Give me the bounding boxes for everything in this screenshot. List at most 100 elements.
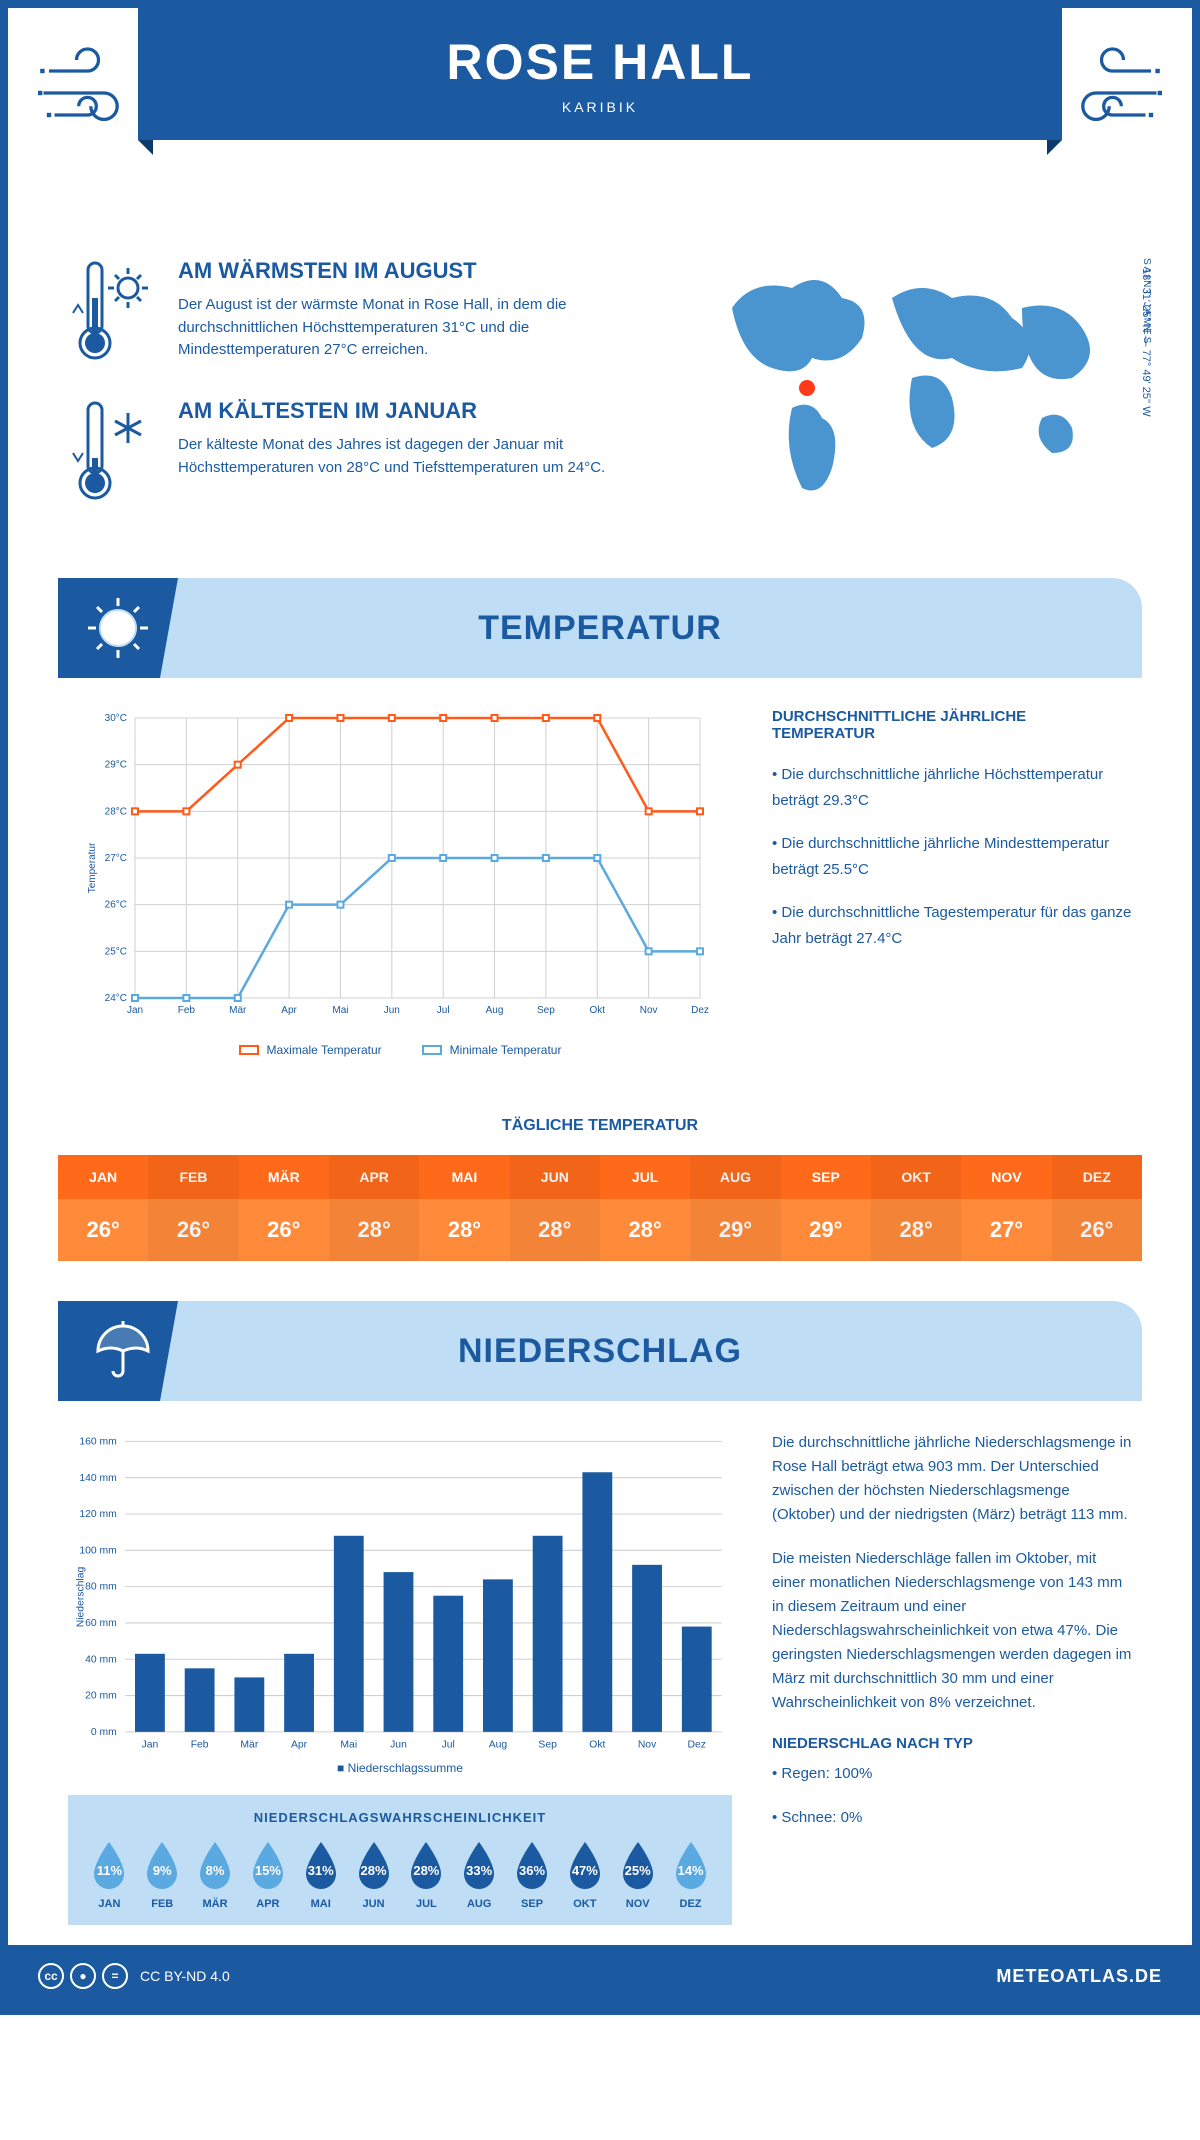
world-map: SAINT JAMES 18° 31' 25'' N — 77° 49' 25'…	[692, 258, 1132, 538]
precip-legend: ■ Niederschlagssumme	[68, 1761, 732, 1775]
precip-type-bullet: • Schnee: 0%	[772, 1806, 1132, 1830]
svg-text:Okt: Okt	[589, 1005, 605, 1016]
prob-cell: 36% SEP	[506, 1840, 559, 1910]
svg-text:Dez: Dez	[688, 1739, 706, 1750]
prob-month: MÄR	[189, 1898, 242, 1910]
svg-text:Aug: Aug	[486, 1005, 504, 1016]
drop-icon: 36%	[511, 1840, 553, 1892]
svg-text:Sep: Sep	[537, 1005, 555, 1016]
svg-text:Feb: Feb	[178, 1005, 196, 1016]
prob-month: AUG	[453, 1898, 506, 1910]
prob-month: MAI	[294, 1898, 347, 1910]
svg-text:Apr: Apr	[281, 1005, 297, 1016]
wind-icon	[38, 38, 148, 148]
temp-info-title: DURCHSCHNITTLICHE JÄHRLICHE TEMPERATUR	[772, 708, 1132, 742]
prob-cell: 33% AUG	[453, 1840, 506, 1910]
coords-label: 18° 31' 25'' N — 77° 49' 25'' W	[1140, 268, 1152, 417]
info-row: AM WÄRMSTEN IM AUGUST Der August ist der…	[8, 228, 1192, 568]
drop-icon: 28%	[353, 1840, 395, 1892]
table-header: DEZ	[1052, 1155, 1142, 1199]
svg-text:Jan: Jan	[142, 1739, 159, 1750]
svg-text:Okt: Okt	[589, 1739, 605, 1750]
temp-bullet: • Die durchschnittliche jährliche Mindes…	[772, 831, 1132, 882]
prob-cell: 11% JAN	[83, 1840, 136, 1910]
svg-text:Niederschlag: Niederschlag	[76, 1567, 87, 1628]
prob-cell: 9% FEB	[136, 1840, 189, 1910]
table-cell: 28°	[871, 1199, 961, 1261]
svg-text:Mär: Mär	[229, 1005, 247, 1016]
svg-text:30°C: 30°C	[105, 713, 127, 724]
precip-bar-chart: 0 mm20 mm40 mm60 mm80 mm100 mm120 mm140 …	[68, 1431, 732, 1751]
svg-text:Jul: Jul	[442, 1739, 455, 1750]
svg-text:80 mm: 80 mm	[85, 1582, 117, 1593]
temp-chart-box: 24°C25°C26°C27°C28°C29°C30°CJanFebMärApr…	[68, 708, 732, 1057]
svg-text:Jun: Jun	[390, 1739, 407, 1750]
table-header: JUL	[600, 1155, 690, 1199]
table-cell: 26°	[1052, 1199, 1142, 1261]
svg-text:160 mm: 160 mm	[79, 1436, 116, 1447]
svg-text:28°C: 28°C	[105, 806, 127, 817]
drop-icon: 33%	[458, 1840, 500, 1892]
table-cell: 28°	[419, 1199, 509, 1261]
precip-info: Die durchschnittliche jährliche Niedersc…	[772, 1431, 1132, 1925]
drop-icon: 25%	[617, 1840, 659, 1892]
prob-box: NIEDERSCHLAGSWAHRSCHEINLICHKEIT 11% JAN …	[68, 1795, 732, 1925]
by-icon: ●	[70, 1963, 96, 1989]
svg-text:Nov: Nov	[638, 1739, 657, 1750]
cc-icon: cc	[38, 1963, 64, 1989]
svg-text:Feb: Feb	[191, 1739, 209, 1750]
warmest-title: AM WÄRMSTEN IM AUGUST	[178, 258, 652, 284]
svg-text:60 mm: 60 mm	[85, 1618, 117, 1629]
table-cell: 28°	[600, 1199, 690, 1261]
svg-text:24°C: 24°C	[105, 993, 127, 1004]
coldest-text: Der kälteste Monat des Jahres ist dagege…	[178, 434, 652, 479]
svg-text:Mai: Mai	[332, 1005, 348, 1016]
svg-text:27°C: 27°C	[105, 853, 127, 864]
temp-section: 24°C25°C26°C27°C28°C29°C30°CJanFebMärApr…	[8, 678, 1192, 1087]
drop-icon: 47%	[564, 1840, 606, 1892]
svg-text:Nov: Nov	[640, 1005, 658, 1016]
table-cell: 26°	[239, 1199, 329, 1261]
svg-text:Mär: Mär	[240, 1739, 258, 1750]
page-title: ROSE HALL	[158, 33, 1042, 91]
temp-info: DURCHSCHNITTLICHE JÄHRLICHE TEMPERATUR •…	[772, 708, 1132, 1057]
prob-month: OKT	[558, 1898, 611, 1910]
drop-icon: 11%	[88, 1840, 130, 1892]
svg-text:Mai: Mai	[340, 1739, 357, 1750]
svg-text:120 mm: 120 mm	[79, 1509, 116, 1520]
temp-line-chart: 24°C25°C26°C27°C28°C29°C30°CJanFebMärApr…	[68, 708, 732, 1028]
table-cell: 27°	[961, 1199, 1051, 1261]
title-banner: ROSE HALL KARIBIK	[138, 8, 1062, 140]
svg-text:29°C: 29°C	[105, 760, 127, 771]
footer-left: cc ● = CC BY-ND 4.0	[38, 1963, 230, 1989]
table-cell: 26°	[148, 1199, 238, 1261]
table-header: APR	[329, 1155, 419, 1199]
precip-section-header: NIEDERSCHLAG	[58, 1301, 1142, 1401]
svg-text:Sep: Sep	[538, 1739, 557, 1750]
drop-icon: 31%	[300, 1840, 342, 1892]
coldest-block: AM KÄLTESTEN IM JANUAR Der kälteste Mona…	[68, 398, 652, 508]
warmest-text: Der August ist der wärmste Monat in Rose…	[178, 294, 652, 362]
drop-icon: 14%	[670, 1840, 712, 1892]
prob-month: JUL	[400, 1898, 453, 1910]
table-header: NOV	[961, 1155, 1051, 1199]
prob-cell: 15% APR	[241, 1840, 294, 1910]
prob-month: JUN	[347, 1898, 400, 1910]
precip-type-bullet: • Regen: 100%	[772, 1762, 1132, 1786]
prob-cell: 14% DEZ	[664, 1840, 717, 1910]
daily-temp-table: JANFEBMÄRAPRMAIJUNJULAUGSEPOKTNOVDEZ26°2…	[58, 1155, 1142, 1261]
table-cell: 28°	[510, 1199, 600, 1261]
svg-text:Temperatur: Temperatur	[87, 842, 98, 893]
svg-text:100 mm: 100 mm	[79, 1545, 116, 1556]
daily-temp-title: TÄGLICHE TEMPERATUR	[8, 1117, 1192, 1135]
coldest-title: AM KÄLTESTEN IM JANUAR	[178, 398, 652, 424]
temp-legend: Maximale Temperatur Minimale Temperatur	[68, 1043, 732, 1057]
prob-month: NOV	[611, 1898, 664, 1910]
svg-text:Jun: Jun	[384, 1005, 400, 1016]
prob-month: DEZ	[664, 1898, 717, 1910]
table-cell: 26°	[58, 1199, 148, 1261]
prob-month: JAN	[83, 1898, 136, 1910]
drop-icon: 9%	[141, 1840, 183, 1892]
temp-section-header: TEMPERATUR	[58, 578, 1142, 678]
legend-max: Maximale Temperatur	[239, 1043, 382, 1057]
